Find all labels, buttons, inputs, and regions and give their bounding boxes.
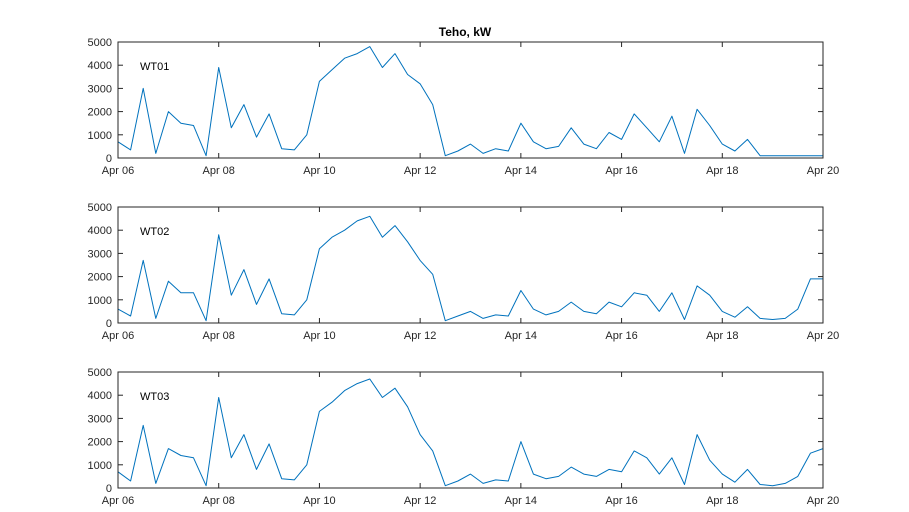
x-tick-label: Apr 10	[303, 165, 335, 177]
y-tick-label: 5000	[88, 367, 112, 379]
x-tick-label: Apr 12	[404, 330, 436, 342]
panel-3: 0 1000 2000 3000 4000 5000 Apr 06 Apr 08 Apr 10 A…	[88, 367, 840, 507]
series-line	[117, 378, 824, 487]
y-tick-label: 0	[106, 318, 112, 330]
y-tick-label: 2000	[88, 437, 112, 449]
y-tick-label: 3000	[88, 413, 112, 425]
x-tick-label: Apr 12	[404, 495, 436, 507]
axes-box	[117, 371, 824, 489]
series-line	[117, 215, 823, 322]
panel-label: WT01	[140, 61, 169, 73]
series-line	[117, 46, 823, 157]
y-tick-label: 1000	[88, 295, 112, 307]
axes-box	[117, 41, 824, 159]
y-tick-label: 4000	[88, 60, 112, 72]
x-tick-label: Apr 18	[706, 165, 738, 177]
y-tick-label: 1000	[88, 130, 112, 142]
panel-1: 0 1000 2000 3000 4000 5000 Apr 06 Apr 08 Apr 10 A…	[88, 37, 840, 177]
y-tick-label: 2000	[88, 107, 112, 119]
y-tick-label: 2000	[88, 272, 112, 284]
axes-box	[117, 206, 824, 324]
x-tick-label: Apr 18	[706, 495, 738, 507]
y-tick-label: 3000	[88, 83, 112, 95]
x-tick-label: Apr 08	[203, 165, 235, 177]
x-tick-label: Apr 16	[605, 495, 637, 507]
x-tick-label: Apr 16	[605, 165, 637, 177]
y-tick-label: 5000	[88, 202, 112, 214]
x-tick-label: Apr 14	[505, 495, 537, 507]
chart-title: Teho, kW	[439, 25, 492, 39]
y-tick-label: 4000	[88, 390, 112, 402]
x-tick-label: Apr 08	[203, 330, 235, 342]
x-tick-label: Apr 08	[203, 495, 235, 507]
x-tick-label: Apr 20	[807, 330, 839, 342]
y-tick-label: 4000	[88, 225, 112, 237]
x-tick-label: Apr 06	[102, 495, 134, 507]
x-tick-label: Apr 20	[807, 495, 839, 507]
x-tick-label: Apr 14	[505, 165, 537, 177]
y-tick-label: 3000	[88, 248, 112, 260]
panel-2: 0 1000 2000 3000 4000 5000 Apr 06 Apr 08 Apr 10 A…	[88, 202, 840, 342]
y-tick-label: 0	[106, 153, 112, 165]
x-tick-label: Apr 14	[505, 330, 537, 342]
panel-label: WT02	[140, 226, 169, 238]
x-tick-label: Apr 16	[605, 330, 637, 342]
y-tick-label: 1000	[88, 460, 112, 472]
panel-label: WT03	[140, 391, 169, 403]
y-tick-label: 5000	[88, 37, 112, 49]
x-tick-label: Apr 18	[706, 330, 738, 342]
x-tick-label: Apr 10	[303, 330, 335, 342]
x-tick-label: Apr 06	[102, 165, 134, 177]
x-tick-label: Apr 10	[303, 495, 335, 507]
panels: 0 1000 2000 3000 4000 5000 Apr 06 Apr 08 Apr 10 A…	[88, 37, 840, 507]
y-tick-label: 0	[106, 483, 112, 495]
x-tick-label: Apr 20	[807, 165, 839, 177]
x-tick-label: Apr 12	[404, 165, 436, 177]
x-tick-label: Apr 06	[102, 330, 134, 342]
